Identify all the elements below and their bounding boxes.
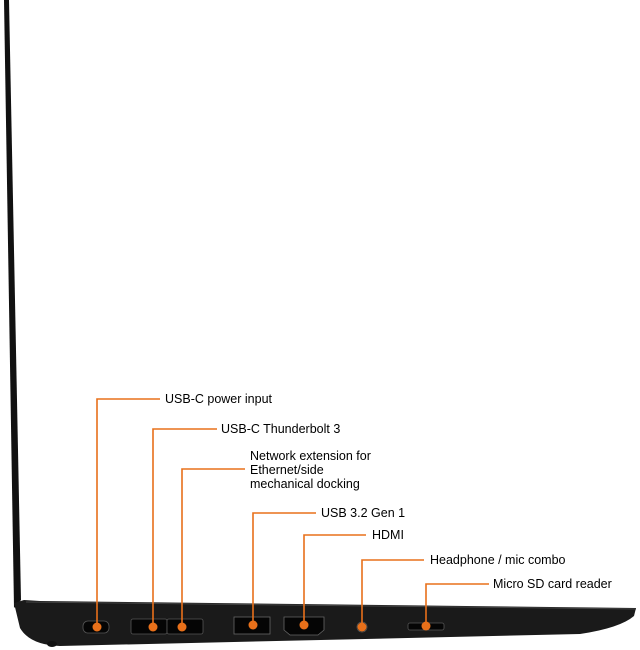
callout-label: USB 3.2 Gen 1 <box>321 506 406 520</box>
leader-line <box>152 428 217 627</box>
callout-label: USB-C power input <box>165 392 272 406</box>
callout-dot <box>177 622 187 632</box>
callout-label: Micro SD card reader <box>493 577 612 591</box>
callout-label: Network extension for Ethernet/side mech… <box>250 449 371 491</box>
leader-line <box>252 512 316 625</box>
leader-line <box>96 398 160 627</box>
callout-label: Headphone / mic combo <box>430 553 566 567</box>
callout-dot <box>299 620 309 630</box>
callout-dot <box>248 620 258 630</box>
leader-line <box>303 534 366 625</box>
laptop-base <box>14 600 636 646</box>
callout-label: USB-C Thunderbolt 3 <box>221 422 341 436</box>
leader-line <box>425 583 489 626</box>
callout-dot <box>148 622 158 632</box>
leader-line <box>361 559 424 627</box>
callout-dot <box>421 621 431 631</box>
laptop-lid <box>4 0 21 608</box>
callout-label: HDMI <box>372 528 404 542</box>
leader-line <box>181 468 245 627</box>
callout-dot <box>357 622 367 632</box>
callout-dot <box>92 622 102 632</box>
